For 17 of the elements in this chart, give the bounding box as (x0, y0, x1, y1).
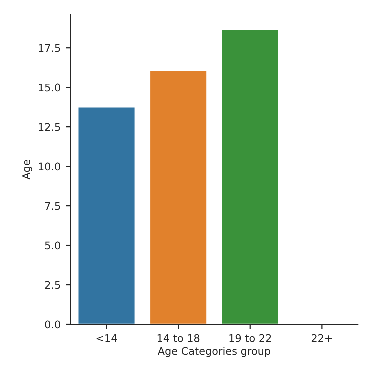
y-tick-label: 12.5 (39, 123, 60, 132)
y-tick-label: 5.0 (45, 242, 60, 250)
x-tick-label: <14 (96, 334, 118, 342)
bar (77, 106, 136, 325)
y-tick-label: 0.0 (45, 320, 60, 329)
y-tick-label: 7.5 (45, 202, 60, 210)
x-tick-label: 22+ (312, 334, 332, 342)
x-tick-label: 14 to 18 (158, 334, 200, 342)
y-tick-label: 10.0 (39, 162, 60, 171)
y-axis-title: Age (22, 160, 32, 180)
x-tick-label: 19 to 22 (230, 334, 272, 342)
y-tick-label: 2.5 (45, 281, 60, 290)
bar (149, 70, 208, 325)
bar (220, 28, 280, 325)
y-tick-label: 15.0 (39, 84, 60, 92)
x-axis-title: Age Categories group (158, 347, 270, 358)
y-tick-label: 17.5 (39, 44, 60, 52)
